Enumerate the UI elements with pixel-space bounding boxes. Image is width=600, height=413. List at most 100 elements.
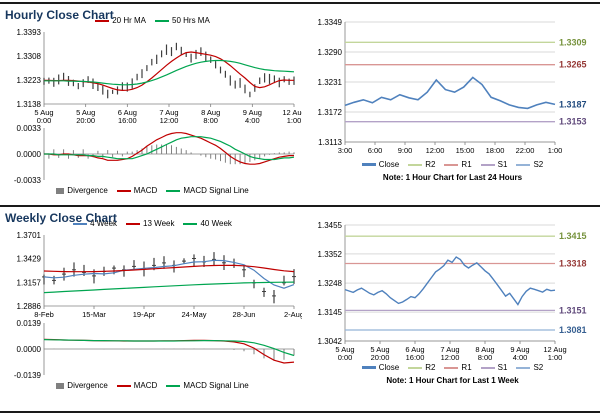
legend-label: MACD [133, 381, 158, 390]
series-20-hr-ma [44, 51, 294, 92]
y-tick-label: 1.3145 [318, 308, 343, 317]
x-tick-label: 22:00 [516, 146, 535, 155]
hourly-pivot-legend: Close R2 R1 S1 S2 [305, 160, 600, 169]
macd-swatch-icon [116, 189, 131, 192]
x-tick-label: 24-May [181, 310, 206, 319]
level-label: 1.3415 [559, 231, 587, 241]
series-macd-signal-line [44, 136, 295, 161]
series-close [43, 42, 295, 99]
legend-item-macd: MACD [116, 381, 158, 390]
divergence-swatch-icon [56, 382, 65, 389]
y-tick-label: 1.3349 [318, 18, 343, 27]
legend-label: S2 [533, 363, 544, 372]
weekly-title: Weekly Close Chart [5, 211, 117, 225]
x-tick-label: 12:00 [426, 146, 445, 155]
y-tick-label: 1.2886 [17, 302, 42, 311]
hourly-macd-chart: 0.0033 0.0000 -0.0033 [0, 124, 305, 185]
s1-swatch-icon [480, 163, 495, 166]
series-close [344, 256, 556, 306]
y-tick-label: 1.3455 [318, 221, 343, 230]
legend-label: MACD [133, 186, 158, 195]
close-swatch-icon [361, 163, 376, 166]
legend-label: Close [378, 363, 400, 372]
x-tick-label: 15-Mar [82, 310, 106, 319]
legend-item-s2: S2 [516, 160, 543, 169]
y-tick-label: 1.3223 [17, 76, 42, 85]
x-tick-label: 7 Aug 12:00 [440, 345, 459, 361]
level-label: 1.3265 [559, 60, 587, 70]
close-swatch-icon [361, 366, 376, 369]
x-tick-label: 5 Aug 20:00 [76, 108, 95, 124]
legend-label: 20 Hr MA [112, 16, 146, 25]
legend-label: Divergence [67, 186, 108, 195]
x-tick-label: 28-Jun [233, 310, 256, 319]
20-hr-ma-swatch-icon [95, 19, 110, 22]
series-4-week [43, 259, 295, 289]
legend-item-s1: S1 [480, 160, 507, 169]
weekly-note: Note: 1 Hour Chart for Last 1 Week [386, 376, 519, 385]
legend-item-close: Close [361, 160, 399, 169]
legend-label: S2 [533, 160, 544, 169]
y-tick-label: -0.0033 [14, 176, 42, 184]
y-tick-label: 0.0139 [17, 319, 42, 328]
s2-swatch-icon [516, 366, 531, 369]
r2-swatch-icon [408, 163, 423, 166]
y-tick-label: 1.3231 [318, 78, 343, 87]
x-tick-label: 6:00 [368, 146, 383, 155]
y-tick-label: 1.3172 [318, 108, 343, 117]
x-tick-label: 8 Aug 8:00 [475, 345, 494, 361]
hourly-note: Note: 1 Hour Chart for Last 24 Hours [382, 173, 523, 182]
y-tick-label: 0.0000 [17, 345, 42, 354]
weekly-left-column: Weekly Close Chart 4 Week 13 Week 40 Week … [0, 207, 305, 411]
weekly-pivot-legend: Close R2 R1 S1 S2 [305, 363, 600, 372]
series-divergence [43, 348, 295, 361]
weekly-ma-legend: 4 Week 13 Week 40 Week [0, 207, 305, 228]
y-tick-label: 1.3429 [17, 255, 42, 264]
x-tick-label: 3:00 [338, 146, 353, 155]
x-tick-label: 8-Feb [34, 310, 54, 319]
y-tick-label: 1.3352 [318, 250, 343, 259]
legend-item-20-hr-ma: 20 Hr MA [95, 16, 146, 25]
series-close [42, 252, 296, 304]
y-tick-label: 1.3042 [318, 337, 343, 346]
y-tick-label: -0.0139 [14, 371, 42, 379]
x-tick-label: 15:00 [456, 146, 475, 155]
50-hrs-ma-swatch-icon [155, 19, 169, 22]
legend-label: MACD Signal Line [183, 186, 249, 195]
y-tick-label: 0.0033 [17, 124, 42, 133]
legend-item-divergence: Divergence [56, 381, 108, 390]
hourly-title: Hourly Close Chart [5, 8, 114, 22]
legend-label: Divergence [67, 381, 108, 390]
legend-label: MACD Signal Line [183, 381, 249, 390]
y-tick-label: 1.3248 [318, 279, 343, 288]
x-tick-label: 19-Apr [133, 310, 156, 319]
legend-label: S1 [497, 363, 508, 372]
legend-label: R1 [461, 363, 472, 372]
hourly-title-row: Hourly Close Chart 20 Hr MA 50 Hrs MA [0, 4, 305, 28]
r1-swatch-icon [444, 163, 459, 166]
legend-item-r2: R2 [408, 160, 435, 169]
legend-item-macd-signal-line: MACD Signal Line [166, 381, 249, 390]
legend-item-macd-signal-line: MACD Signal Line [166, 186, 249, 195]
weekly-macd-chart: 0.0139 0.0000 -0.0139 [0, 319, 305, 380]
legend-item-s2: S2 [516, 363, 543, 372]
x-tick-label: 5 Aug 20:00 [370, 345, 389, 361]
weekly-section: Weekly Close Chart 4 Week 13 Week 40 Week … [0, 205, 600, 413]
x-tick-label: 9 Aug 4:00 [510, 345, 529, 361]
13-week-swatch-icon [126, 222, 141, 225]
s2-swatch-icon [516, 163, 531, 166]
legend-item-divergence: Divergence [56, 186, 108, 195]
weekly-macd-svg: 0.0139 0.0000 -0.0139 [14, 319, 295, 380]
x-tick-label: 6 Aug 16:00 [118, 108, 137, 124]
hourly-section: Hourly Close Chart 20 Hr MA 50 Hrs MA 1.3… [0, 2, 600, 205]
x-tick-label: 9 Aug 4:00 [243, 108, 262, 124]
y-tick-label: 1.3138 [17, 100, 42, 109]
s1-swatch-icon [480, 366, 495, 369]
series-close [344, 76, 556, 110]
hourly-pivot-chart: 1.3349 1.3290 1.3231 1.3172 1.3113 3:00 6:00 9:… [305, 16, 600, 158]
